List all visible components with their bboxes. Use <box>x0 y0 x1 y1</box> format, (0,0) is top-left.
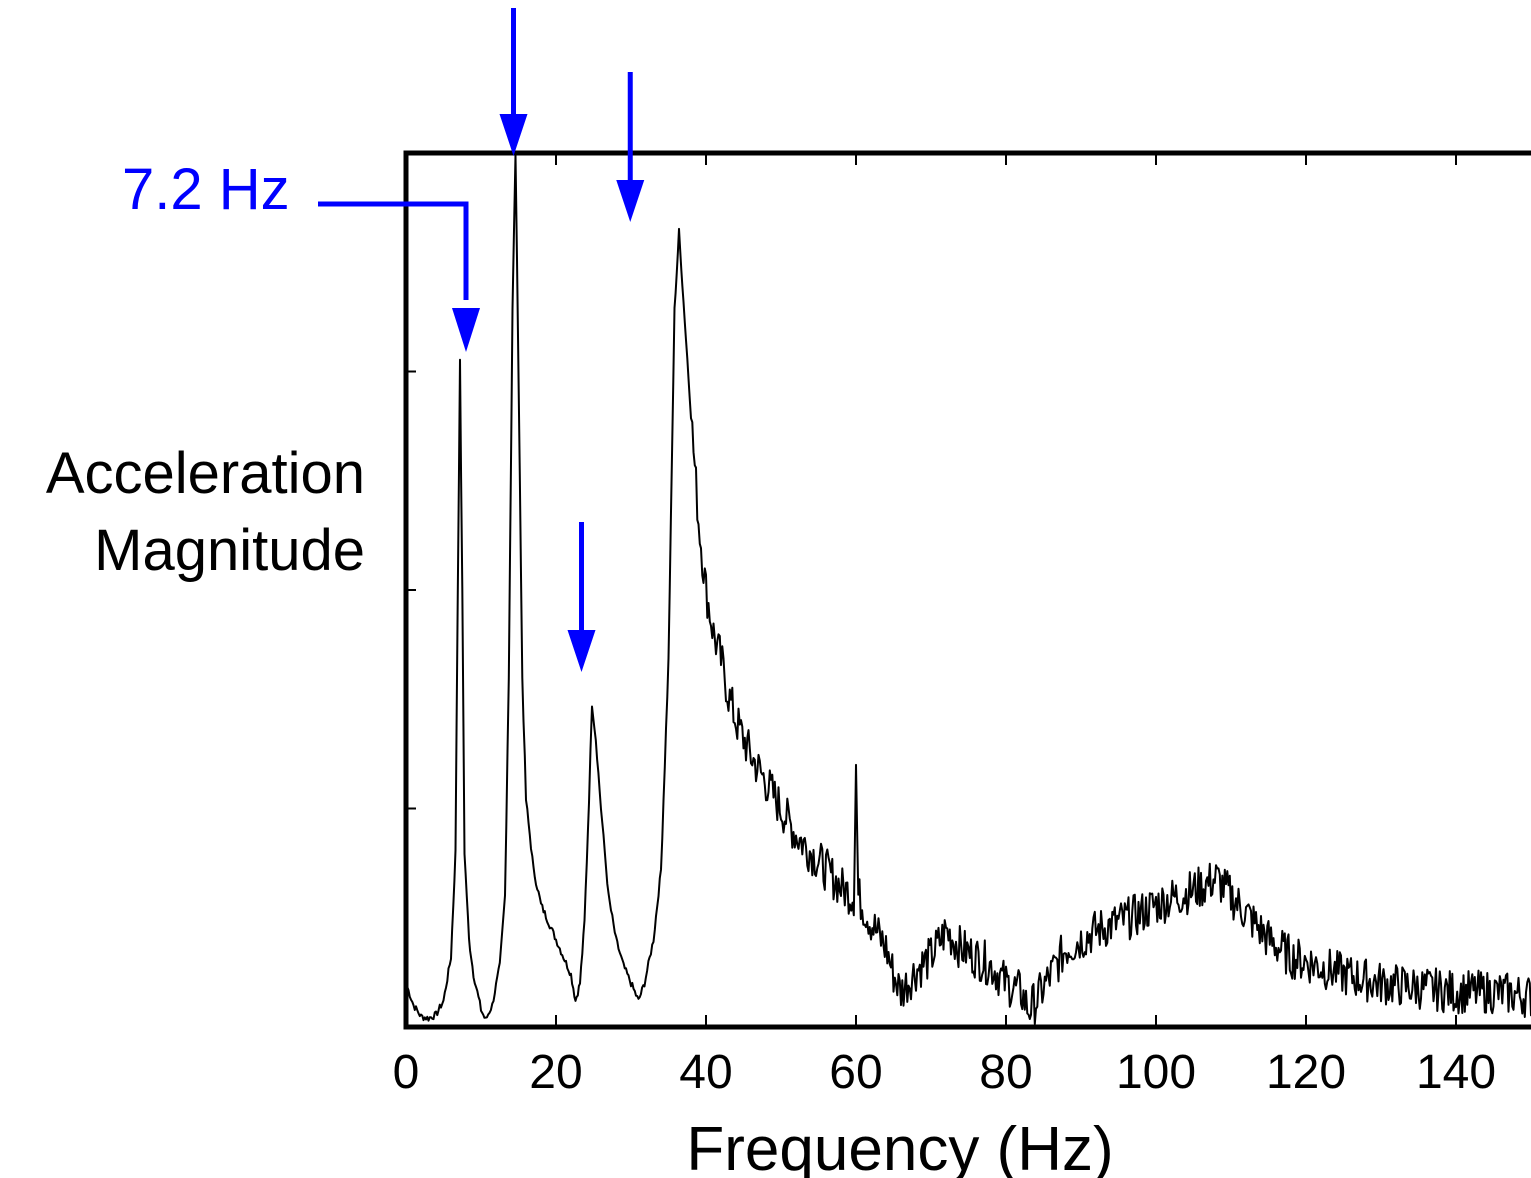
tick-marks <box>405 153 1457 1027</box>
x-tick-label: 20 <box>529 1046 582 1099</box>
y-axis-label-line-1: Acceleration <box>46 441 365 506</box>
x-tick-label: 140 <box>1416 1046 1496 1099</box>
y-axis-label-line-2: Magnitude <box>94 518 365 583</box>
plot-frame <box>403 150 1531 1030</box>
x-tick-label: 100 <box>1116 1046 1196 1099</box>
annotation-leader-7-2-hz <box>318 201 469 300</box>
annotation-arrow-7-2-hz-head <box>452 308 480 352</box>
x-axis-label: Frequency (Hz) <box>686 1115 1113 1178</box>
peak-annotations <box>318 8 645 672</box>
x-tick-label: 60 <box>829 1046 882 1099</box>
x-tick-labels: 0 20 40 60 80 100 120 140 <box>393 1046 1496 1099</box>
x-tick-label: 0 <box>393 1046 420 1099</box>
series-line-acceleration <box>405 153 1531 1025</box>
x-tick-label: 120 <box>1266 1046 1346 1099</box>
annotation-label-7-2-hz: 7.2 Hz <box>122 157 290 222</box>
annotation-arrow-peak-4-head <box>616 180 645 222</box>
annotation-arrow-peak-3-head <box>567 630 596 672</box>
annotation-arrow-peak-2-head <box>499 114 528 156</box>
x-tick-label: 40 <box>679 1046 732 1099</box>
x-tick-label: 80 <box>979 1046 1032 1099</box>
